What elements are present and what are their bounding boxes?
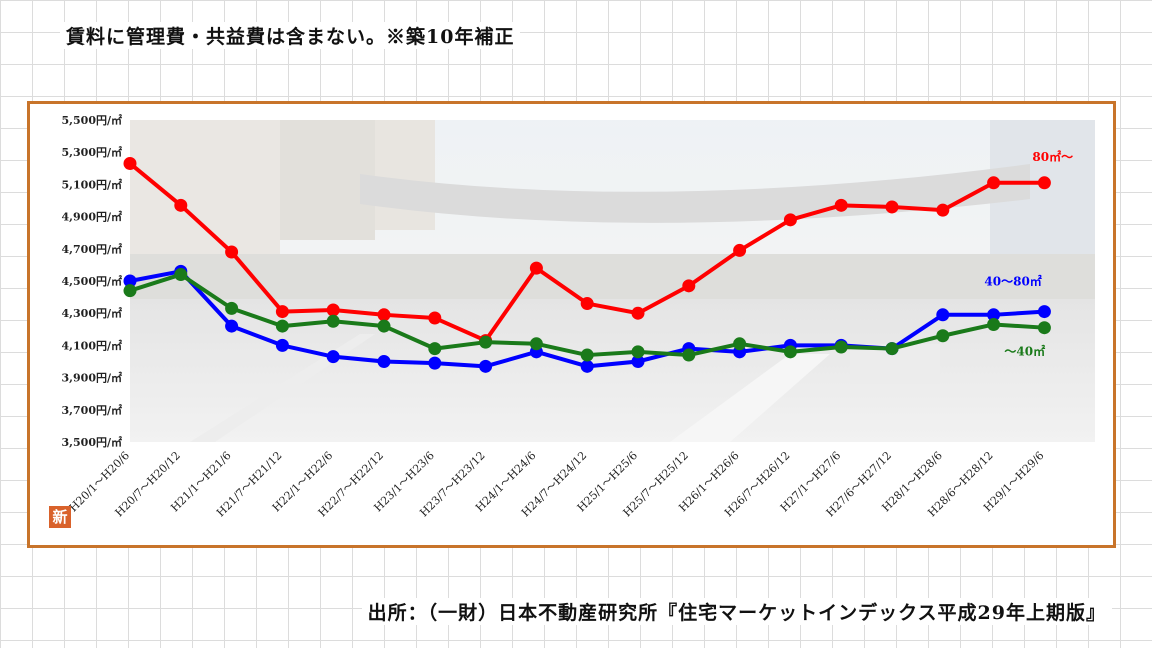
data-point bbox=[580, 348, 594, 362]
data-point bbox=[275, 338, 289, 352]
data-point bbox=[936, 203, 950, 217]
data-point bbox=[174, 268, 188, 282]
data-point bbox=[631, 355, 645, 368]
data-point bbox=[326, 314, 340, 328]
data-point bbox=[428, 311, 442, 325]
data-point bbox=[1037, 321, 1051, 335]
data-point bbox=[1037, 176, 1051, 190]
source-note: 出所：（一財）日本不動産研究所『住宅マーケットインデックス平成29年上期版』 bbox=[361, 598, 1112, 625]
series-label: 40～80㎡ bbox=[984, 274, 1041, 289]
data-point bbox=[479, 359, 493, 373]
data-point bbox=[987, 317, 1001, 331]
background-photo bbox=[130, 120, 1095, 442]
data-point bbox=[275, 319, 289, 333]
data-point bbox=[123, 274, 137, 288]
data-point bbox=[733, 243, 747, 257]
data-point bbox=[987, 308, 1001, 322]
data-point bbox=[377, 355, 391, 368]
line-chart: 5,500円/㎡ 5,300円/㎡ 5,100円/㎡ 4,900円/㎡ 4,700円/㎡… bbox=[62, 113, 1095, 519]
data-point bbox=[682, 348, 696, 362]
data-point bbox=[377, 319, 391, 333]
y-tick-label: 4,300円/㎡ bbox=[62, 306, 122, 320]
data-point bbox=[275, 305, 289, 319]
data-point bbox=[326, 303, 340, 317]
data-point bbox=[631, 345, 645, 359]
y-tick-label: 4,100円/㎡ bbox=[62, 338, 122, 352]
data-point bbox=[987, 176, 1001, 190]
data-point bbox=[783, 345, 797, 359]
series-labels: 80㎡～ 40～80㎡ ～40㎡ bbox=[984, 149, 1073, 359]
data-point bbox=[529, 337, 543, 351]
data-point bbox=[428, 356, 442, 370]
data-point bbox=[123, 156, 137, 170]
series-lines bbox=[123, 156, 1051, 373]
data-point bbox=[682, 279, 696, 293]
y-tick-label: 5,300円/㎡ bbox=[62, 145, 122, 159]
data-point bbox=[529, 261, 543, 275]
y-tick-label: 4,700円/㎡ bbox=[62, 242, 122, 256]
data-point bbox=[580, 297, 594, 311]
data-point bbox=[123, 284, 137, 298]
data-point bbox=[936, 329, 950, 343]
data-point bbox=[479, 335, 493, 349]
y-tick-label: 5,100円/㎡ bbox=[62, 177, 122, 191]
data-point bbox=[225, 301, 239, 315]
data-point bbox=[174, 198, 188, 212]
data-point bbox=[580, 359, 594, 373]
data-point bbox=[834, 340, 848, 354]
data-point bbox=[428, 342, 442, 356]
series-label: 80㎡～ bbox=[1032, 149, 1073, 164]
y-tick-label: 3,900円/㎡ bbox=[62, 371, 122, 385]
series-label: ～40㎡ bbox=[1004, 344, 1045, 359]
y-tick-label: 4,500円/㎡ bbox=[62, 274, 122, 288]
data-point bbox=[225, 319, 239, 333]
data-point bbox=[885, 342, 899, 356]
data-point bbox=[834, 198, 848, 212]
data-point bbox=[377, 308, 391, 322]
x-axis: H20/1～H20/6H20/7～H20/12H21/1～H21/6H21/7～… bbox=[67, 449, 1047, 519]
data-point bbox=[885, 200, 899, 214]
data-point bbox=[783, 213, 797, 227]
chart-frame: 5,500円/㎡ 5,300円/㎡ 5,100円/㎡ 4,900円/㎡ 4,700円/㎡… bbox=[27, 101, 1116, 548]
data-point bbox=[733, 337, 747, 351]
y-tick-label: 4,900円/㎡ bbox=[62, 210, 122, 224]
y-tick-label: 3,500円/㎡ bbox=[62, 435, 122, 449]
chart-note: 賃料に管理費・共益費は含まない。※築10年補正 bbox=[60, 22, 521, 49]
data-point bbox=[326, 350, 340, 364]
data-point bbox=[1037, 305, 1051, 319]
new-badge-icon: 新 bbox=[49, 506, 71, 528]
y-tick-label: 5,500円/㎡ bbox=[62, 113, 122, 127]
data-point bbox=[936, 308, 950, 322]
y-tick-label: 3,700円/㎡ bbox=[62, 403, 122, 417]
data-point bbox=[225, 245, 239, 259]
y-axis: 5,500円/㎡ 5,300円/㎡ 5,100円/㎡ 4,900円/㎡ 4,700円/㎡… bbox=[62, 113, 122, 449]
data-point bbox=[631, 306, 645, 320]
